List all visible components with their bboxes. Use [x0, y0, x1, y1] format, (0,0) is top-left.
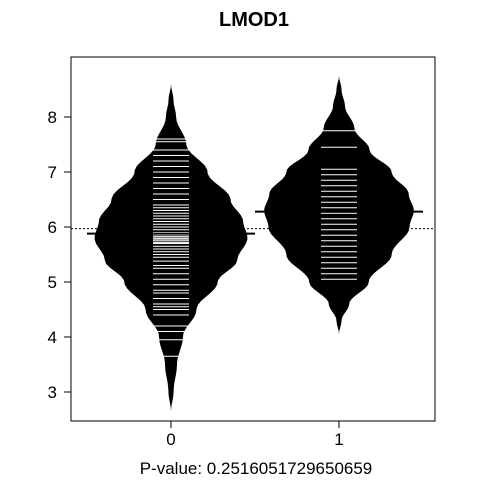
- x-tick-label: 1: [334, 430, 343, 449]
- y-tick-label: 4: [48, 328, 57, 347]
- plot-area: 3 4 5 6 7 8 0 1: [48, 56, 436, 449]
- y-tick-label: 3: [48, 383, 57, 402]
- bean-shape-0: [94, 84, 248, 412]
- y-tick-label: 6: [48, 218, 57, 237]
- bean-group-1: [255, 75, 423, 335]
- bean-group-0: [87, 84, 255, 412]
- y-tick-label: 8: [48, 108, 57, 127]
- bean-shape-1: [264, 75, 414, 335]
- x-axis-label: P-value: 0.251605172965065​9: [140, 459, 373, 478]
- chart-title: LMOD1: [219, 9, 289, 31]
- y-tick-label: 7: [48, 163, 57, 182]
- y-tick-label: 5: [48, 273, 57, 292]
- x-tick-label: 0: [166, 430, 175, 449]
